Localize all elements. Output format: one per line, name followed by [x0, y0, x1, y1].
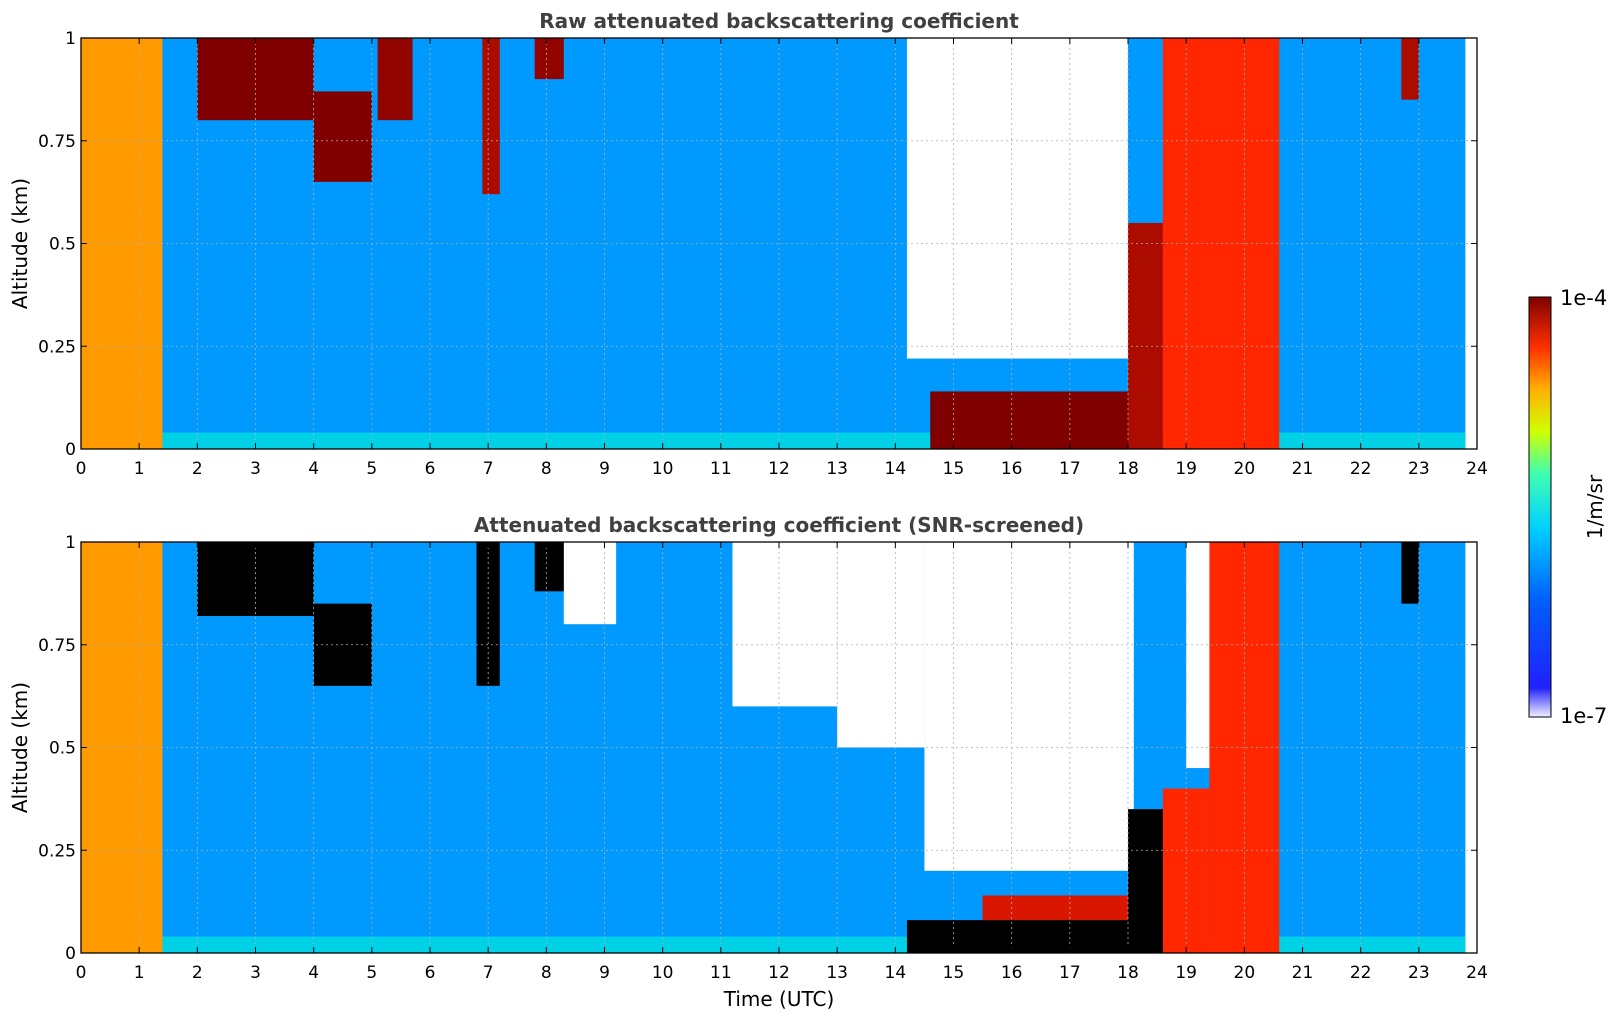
y-tick-label: 0 [65, 944, 76, 964]
x-tick-label: 0 [76, 963, 87, 983]
x-tick-label: 4 [308, 963, 319, 983]
x-tick-label: 23 [1408, 459, 1430, 479]
x-axis: 0 1 2 3 4 5 6 7 8 9 10 11 12 13 14 15 16 17 18 19 20 21 22 23 24 [76, 542, 1488, 983]
backscatter-feature [1128, 222, 1163, 449]
backscatter-feature [1401, 542, 1419, 604]
x-tick-label: 12 [768, 963, 790, 983]
x-tick-label: 17 [1059, 963, 1081, 983]
y-axis-label: Altitude (km) [8, 178, 32, 309]
x-tick-label: 19 [1175, 459, 1197, 479]
grid [81, 542, 1477, 953]
heatmap-field [81, 542, 1466, 953]
backscatter-feature [1162, 788, 1210, 953]
x-tick-label: 8 [541, 963, 552, 983]
colorbar-gradient [1528, 296, 1552, 718]
backscatter-feature [1128, 809, 1163, 953]
y-tick-label: 1 [65, 29, 76, 49]
x-tick-label: 18 [1117, 459, 1139, 479]
backscatter-feature [1401, 38, 1419, 100]
y-tick-label: 1 [65, 533, 76, 553]
x-tick-label: 23 [1408, 963, 1430, 983]
y-axis: 0 0.25 0.5 0.75 1 [38, 533, 1477, 964]
x-tick-label: 18 [1117, 963, 1139, 983]
backscatter-feature [377, 38, 413, 121]
x-tick-label: 3 [250, 963, 261, 983]
x-tick-label: 11 [710, 963, 732, 983]
y-tick-label: 0 [65, 440, 76, 460]
colorbar-max-label: 1e-4 [1560, 286, 1607, 310]
backscatter-feature [534, 38, 564, 80]
x-tick-label: 6 [425, 963, 436, 983]
x-tick-label: 2 [192, 459, 203, 479]
x-tick-label: 7 [483, 963, 494, 983]
x-tick-label: 14 [885, 963, 907, 983]
y-axis: 0 0.25 0.5 0.75 1 [38, 29, 1477, 460]
panel-snr-screened: Attenuated backscattering coefficient (S… [8, 513, 1488, 1011]
backscatter-feature [906, 920, 1128, 953]
x-tick-label: 2 [192, 963, 203, 983]
colorbar-unit-label: 1/m/sr [1583, 474, 1607, 539]
backscatter-feature [313, 91, 372, 182]
x-tick-label: 6 [425, 459, 436, 479]
x-tick-label: 8 [541, 459, 552, 479]
backscatter-feature [482, 38, 500, 195]
no-signal-region [732, 542, 838, 707]
y-tick-label: 0.25 [38, 337, 76, 357]
x-tick-label: 0 [76, 459, 87, 479]
x-tick-label: 5 [366, 963, 377, 983]
x-tick-label: 1 [134, 459, 145, 479]
x-tick-label: 16 [1001, 963, 1023, 983]
x-tick-label: 13 [826, 963, 848, 983]
x-tick-label: 1 [134, 963, 145, 983]
y-tick-label: 0.5 [49, 739, 76, 759]
no-signal-region [906, 38, 1128, 359]
x-tick-label: 21 [1292, 459, 1314, 479]
x-tick-label: 19 [1175, 963, 1197, 983]
y-tick-label: 0.75 [38, 132, 76, 152]
x-tick-label: 12 [768, 459, 790, 479]
x-tick-label: 24 [1466, 963, 1488, 983]
x-axis-label: Time (UTC) [723, 987, 835, 1011]
y-axis-label: Altitude (km) [8, 682, 32, 813]
heatmap-field [81, 38, 1466, 449]
backscatter-feature [534, 542, 564, 592]
x-tick-label: 14 [885, 459, 907, 479]
grid [81, 38, 1477, 449]
x-tick-label: 22 [1350, 963, 1372, 983]
colorbar: 1e-4 1e-7 1/m/sr [1528, 286, 1607, 728]
x-tick-label: 24 [1466, 459, 1488, 479]
x-tick-label: 13 [826, 459, 848, 479]
no-signal-region [563, 542, 617, 625]
x-tick-label: 5 [366, 459, 377, 479]
x-tick-label: 20 [1234, 459, 1256, 479]
x-tick-label: 20 [1234, 963, 1256, 983]
x-tick-label: 3 [250, 459, 261, 479]
backscatter-feature [930, 391, 1128, 449]
x-tick-label: 9 [599, 963, 610, 983]
y-tick-label: 0.5 [49, 235, 76, 255]
panel-raw: Raw attenuated backscattering coefficien… [8, 9, 1488, 479]
x-tick-label: 21 [1292, 963, 1314, 983]
y-tick-label: 0.25 [38, 841, 76, 861]
x-tick-label: 10 [652, 963, 674, 983]
colorbar-min-label: 1e-7 [1560, 704, 1607, 728]
panel-title: Raw attenuated backscattering coefficien… [539, 9, 1019, 33]
x-tick-label: 4 [308, 459, 319, 479]
x-tick-label: 9 [599, 459, 610, 479]
x-tick-label: 11 [710, 459, 732, 479]
x-tick-label: 7 [483, 459, 494, 479]
x-tick-label: 16 [1001, 459, 1023, 479]
no-signal-region [924, 542, 1134, 871]
x-tick-label: 15 [943, 963, 965, 983]
x-tick-label: 10 [652, 459, 674, 479]
panel-title: Attenuated backscattering coefficient (S… [474, 513, 1084, 537]
x-tick-label: 22 [1350, 459, 1372, 479]
y-tick-label: 0.75 [38, 636, 76, 656]
x-tick-label: 15 [943, 459, 965, 479]
backscatter-feature [982, 895, 1128, 921]
x-axis: 0 1 2 3 4 5 6 7 8 9 10 11 12 13 14 15 16 17 18 19 20 21 22 23 24 [76, 38, 1488, 479]
x-tick-label: 17 [1059, 459, 1081, 479]
